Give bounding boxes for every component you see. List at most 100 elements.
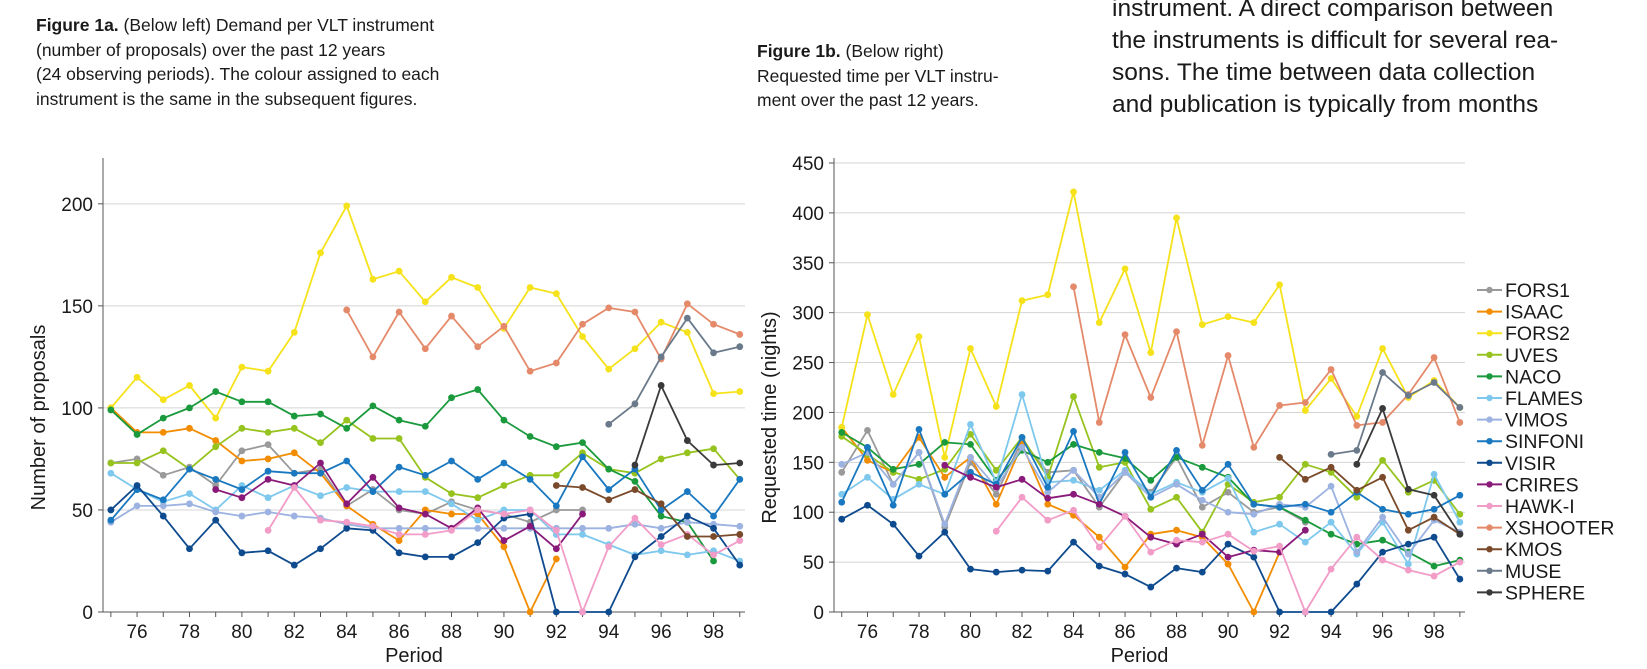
x-tick-label: 94: [1321, 622, 1343, 643]
legend-marker: [1486, 373, 1493, 380]
data-point: [448, 526, 455, 534]
data-point: [369, 473, 377, 481]
y-tick-label: 150: [792, 453, 824, 474]
data-point: [1198, 463, 1206, 471]
data-point: [605, 486, 613, 493]
data-point: [1044, 567, 1052, 575]
data-point: [1250, 510, 1258, 518]
data-point: [1224, 352, 1232, 359]
body-text-line-2: the instruments is difficult for several…: [1112, 27, 1559, 54]
data-point: [1379, 405, 1386, 412]
data-point: [579, 484, 586, 491]
data-point: [605, 608, 613, 616]
data-point: [1018, 493, 1026, 501]
data-point: [657, 547, 665, 555]
data-point: [317, 516, 324, 524]
legend-marker: [1486, 308, 1493, 315]
data-point: [967, 453, 974, 461]
data-point: [710, 349, 717, 357]
data-point: [212, 388, 220, 395]
x-tick-label: 96: [1372, 622, 1393, 643]
data-point: [1276, 453, 1283, 461]
series-line-xshooter: [345, 302, 741, 373]
data-point: [736, 522, 744, 530]
data-point: [343, 524, 351, 532]
legend-marker: [1486, 351, 1493, 358]
data-point: [992, 568, 1000, 576]
data-point: [1276, 503, 1283, 511]
data-point: [1353, 493, 1361, 501]
y-tick-label: 200: [61, 195, 93, 216]
data-point: [1018, 433, 1026, 441]
data-point: [500, 459, 508, 467]
data-point: [1276, 281, 1283, 289]
data-point: [915, 333, 923, 341]
x-tick-label: 96: [651, 622, 672, 643]
series-naco: [107, 386, 717, 565]
data-point: [343, 457, 351, 465]
data-point: [838, 424, 846, 431]
data-point: [1301, 407, 1309, 414]
y-tick-label: 0: [813, 603, 824, 624]
data-point: [941, 453, 949, 461]
data-point: [1173, 536, 1180, 544]
data-point: [317, 410, 324, 418]
data-point: [1250, 500, 1258, 508]
data-point: [1121, 448, 1129, 456]
data-point: [605, 496, 613, 504]
legend-marker: [1486, 481, 1493, 488]
data-point: [238, 447, 246, 455]
series-line-xshooter: [1072, 286, 1461, 449]
data-point: [1173, 493, 1180, 501]
data-point: [579, 608, 586, 616]
data-point: [710, 512, 717, 520]
data-point: [290, 328, 298, 336]
data-point: [1456, 518, 1464, 526]
y-axis-label: Requested time (nights): [759, 311, 781, 523]
data-point: [1173, 453, 1180, 461]
data-point: [1147, 548, 1155, 556]
data-point: [605, 543, 613, 551]
data-point: [992, 500, 1000, 508]
data-point: [710, 557, 717, 565]
data-point: [683, 533, 691, 540]
data-point: [579, 524, 586, 532]
legend-marker: [1486, 546, 1493, 553]
data-point: [1198, 530, 1206, 538]
data-point: [107, 516, 115, 524]
data-point: [1095, 543, 1103, 551]
data-point: [107, 406, 115, 414]
data-point: [343, 518, 351, 526]
data-point: [915, 426, 923, 433]
body-text-line-4: and publication is typically from months: [1112, 91, 1539, 118]
data-point: [238, 494, 246, 502]
data-point: [1070, 538, 1077, 546]
data-point: [631, 514, 639, 522]
series-line-kmos: [1279, 456, 1461, 535]
figure-1a-caption: Figure 1a. (Below left) Demand per VLT i…: [36, 13, 596, 111]
data-point: [264, 455, 272, 463]
data-point: [605, 465, 613, 473]
legend-marker: [1486, 438, 1493, 445]
data-point: [1379, 369, 1386, 376]
data-point: [186, 500, 193, 508]
data-point: [1224, 488, 1232, 496]
data-point: [317, 492, 324, 500]
data-point: [552, 482, 560, 489]
data-point: [186, 424, 193, 432]
legend-label: VIMOS: [1505, 410, 1568, 432]
data-point: [838, 490, 846, 498]
data-point: [1456, 530, 1464, 538]
data-point: [395, 267, 403, 275]
data-point: [1276, 493, 1283, 501]
data-point: [264, 367, 272, 375]
data-point: [474, 539, 482, 547]
data-point: [133, 502, 141, 510]
data-point: [967, 430, 974, 438]
data-point: [474, 524, 482, 532]
data-point: [1044, 458, 1052, 466]
data-point: [864, 427, 871, 434]
data-point: [1456, 404, 1464, 411]
data-point: [500, 510, 508, 518]
data-point: [992, 466, 1000, 474]
